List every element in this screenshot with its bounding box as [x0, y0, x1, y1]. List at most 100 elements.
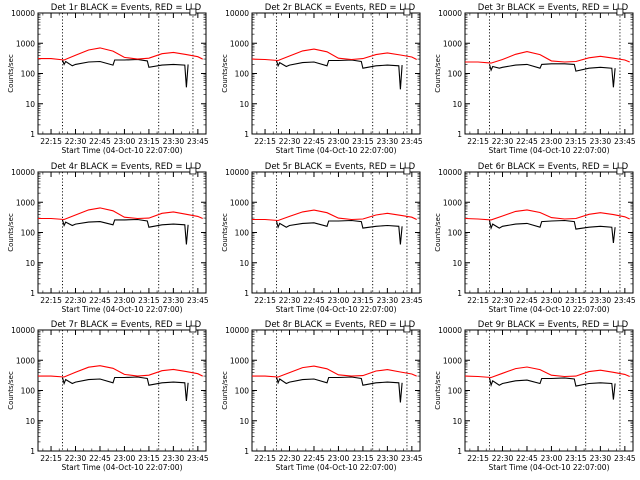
- x-tick-label: 22:30: [492, 296, 514, 305]
- x-tick-label: 23:45: [187, 137, 209, 146]
- y-tick-label: 10: [25, 100, 35, 109]
- detector-panel-1: Det 1r BLACK = Events, RED = LLD 1 10 100 10…: [7, 3, 209, 155]
- x-axis-label: Start Time (04-Oct-10 22:07:00): [488, 463, 609, 472]
- y-tick-label: 1000: [230, 39, 249, 48]
- x-tick-label: 22:30: [279, 137, 301, 146]
- y-tick-label: 1000: [16, 356, 35, 365]
- events-series-line: [275, 219, 403, 245]
- y-tick-label: 10000: [225, 168, 249, 177]
- y-axis-label: Counts/sec: [221, 371, 229, 410]
- y-tick-label: 1: [457, 130, 462, 139]
- x-tick-label: 23:15: [352, 296, 374, 305]
- x-tick-label: 22:15: [254, 137, 276, 146]
- plot-title: Det 4r BLACK = Events, RED = LLD: [51, 162, 202, 172]
- y-tick-label: 10000: [438, 9, 462, 18]
- detector-panel-2: Det 2r BLACK = Events, RED = LLD 1 10 100 10…: [221, 3, 423, 155]
- x-tick-label: 22:30: [65, 137, 87, 146]
- y-tick-label: 10000: [225, 9, 249, 18]
- x-tick-label: 23:00: [114, 296, 136, 305]
- x-tick-label: 22:15: [467, 296, 489, 305]
- plot-title: Det 3r BLACK = Events, RED = LLD: [478, 3, 629, 13]
- y-axis-label: Counts/sec: [7, 213, 15, 252]
- plot-frame: [251, 329, 421, 452]
- events-series-line: [61, 58, 189, 88]
- plot-frame: [251, 12, 421, 135]
- y-tick-label: 1: [244, 130, 249, 139]
- y-tick-label: 100: [21, 229, 36, 238]
- x-tick-label: 22:30: [279, 296, 301, 305]
- y-axis-label: Counts/sec: [7, 371, 15, 410]
- y-tick-label: 10: [452, 417, 462, 426]
- plot-title: Det 9r BLACK = Events, RED = LLD: [478, 320, 629, 330]
- y-tick-label: 10: [452, 100, 462, 109]
- plot-frame: [37, 171, 207, 294]
- x-tick-label: 23:00: [541, 137, 563, 146]
- y-tick-label: 1000: [230, 356, 249, 365]
- y-tick-label: 10000: [225, 326, 249, 335]
- y-tick-label: 1: [457, 289, 462, 298]
- detector-panel-6: Det 6r BLACK = Events, RED = LLD 1 10 100 10…: [434, 162, 636, 314]
- x-tick-label: 23:30: [377, 296, 399, 305]
- x-axis-label: Start Time (04-Oct-10 22:07:00): [275, 463, 396, 472]
- x-tick-label: 23:30: [377, 137, 399, 146]
- x-tick-label: 23:30: [163, 137, 185, 146]
- plot-title: Det 2r BLACK = Events, RED = LLD: [265, 3, 416, 13]
- y-tick-label: 1000: [443, 39, 462, 48]
- y-tick-label: 10: [25, 417, 35, 426]
- y-axis-label: Counts/sec: [434, 371, 442, 410]
- time-marker-box: [616, 8, 624, 16]
- y-tick-label: 100: [235, 229, 250, 238]
- y-tick-label: 10: [452, 259, 462, 268]
- x-tick-label: 23:15: [565, 296, 587, 305]
- x-tick-label: 22:45: [303, 137, 325, 146]
- plot-title: Det 6r BLACK = Events, RED = LLD: [478, 162, 629, 172]
- detector-panel-8: Det 8r BLACK = Events, RED = LLD 1 10 100 10…: [221, 320, 423, 472]
- y-tick-label: 100: [448, 229, 463, 238]
- events-series-line: [275, 59, 403, 90]
- x-tick-label: 22:45: [89, 137, 111, 146]
- plot-frame: [251, 171, 421, 294]
- y-tick-label: 1: [30, 130, 35, 139]
- x-tick-label: 23:45: [401, 137, 423, 146]
- detector-panel-7: Det 7r BLACK = Events, RED = LLD 1 10 100 10…: [7, 320, 209, 472]
- x-tick-label: 22:15: [40, 454, 62, 463]
- x-axis-label: Start Time (04-Oct-10 22:07:00): [488, 305, 609, 314]
- y-tick-label: 100: [235, 387, 250, 396]
- y-tick-label: 10: [239, 259, 249, 268]
- x-tick-label: 22:45: [516, 296, 538, 305]
- events-series-line: [61, 218, 189, 245]
- y-tick-label: 1000: [443, 198, 462, 207]
- plot-frame: [464, 329, 634, 452]
- y-tick-label: 100: [21, 70, 36, 79]
- x-tick-label: 22:15: [467, 137, 489, 146]
- x-tick-label: 23:00: [328, 296, 350, 305]
- x-tick-label: 23:45: [187, 296, 209, 305]
- detector-panel-4: Det 4r BLACK = Events, RED = LLD 1 10 100 10…: [7, 162, 209, 314]
- y-tick-label: 10: [25, 259, 35, 268]
- x-tick-label: 23:00: [328, 137, 350, 146]
- x-tick-label: 22:15: [40, 137, 62, 146]
- y-tick-label: 10000: [11, 326, 35, 335]
- x-tick-label: 23:45: [614, 296, 636, 305]
- detector-panel-9: Det 9r BLACK = Events, RED = LLD 1 10 100 10…: [434, 320, 636, 472]
- y-tick-label: 10000: [11, 168, 35, 177]
- lld-series-line: [251, 48, 417, 62]
- lld-series-line: [38, 47, 203, 61]
- plot-title: Det 1r BLACK = Events, RED = LLD: [51, 3, 202, 13]
- time-marker-box: [403, 325, 411, 333]
- lld-series-line: [252, 209, 417, 222]
- x-axis-label: Start Time (04-Oct-10 22:07:00): [275, 305, 396, 314]
- events-series-line: [488, 63, 616, 88]
- y-tick-label: 10000: [438, 168, 462, 177]
- plot-title: Det 5r BLACK = Events, RED = LLD: [265, 162, 416, 172]
- y-axis-label: Counts/sec: [434, 54, 442, 93]
- events-series-line: [275, 376, 403, 403]
- x-tick-label: 23:30: [590, 296, 612, 305]
- lld-series-line: [464, 209, 630, 221]
- x-tick-label: 23:00: [541, 454, 563, 463]
- x-tick-label: 23:00: [114, 454, 136, 463]
- y-axis-label: Counts/sec: [221, 213, 229, 252]
- time-marker-box: [403, 8, 411, 16]
- time-marker-box: [189, 8, 197, 16]
